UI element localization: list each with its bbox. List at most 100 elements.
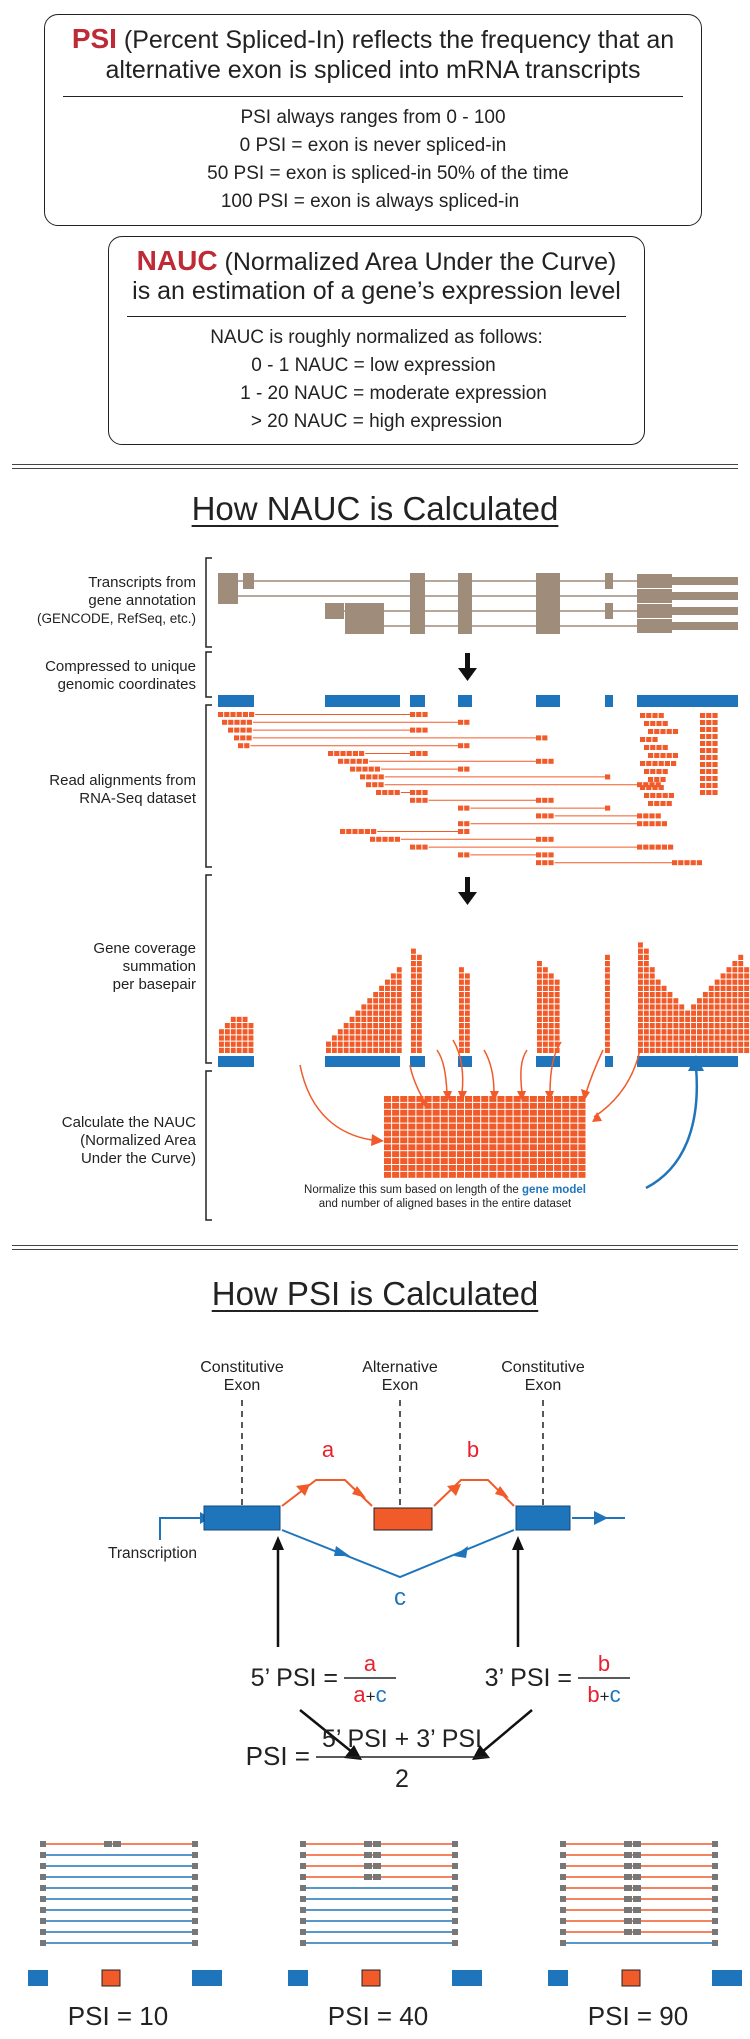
sum-grid-block: [570, 1123, 578, 1130]
coverage-block: [643, 948, 649, 954]
three-psi-numer: b: [598, 1651, 610, 1676]
coverage-block: [542, 985, 548, 991]
coverage-block: [343, 1029, 349, 1035]
read-end-block: [712, 1841, 718, 1847]
coverage-block: [685, 1035, 691, 1041]
read-block: [548, 797, 554, 803]
coverage-block: [697, 1010, 702, 1016]
sum-grid-block: [497, 1109, 505, 1116]
psi-definition-box: PSI (Percent Spliced-In) reflects the fr…: [44, 14, 702, 226]
coverage-block: [548, 979, 554, 985]
coverage-block: [416, 998, 422, 1004]
psi-example-label: PSI = 40: [328, 2001, 428, 2031]
coverage-block: [242, 1035, 248, 1041]
read-block: [358, 829, 364, 834]
flow-arrow-1: [299, 1064, 373, 1141]
sum-grid-block: [537, 1123, 545, 1130]
coverage-block: [219, 1029, 224, 1035]
read-end-block: [40, 1874, 46, 1880]
read-block: [376, 790, 382, 795]
coverage-block: [355, 1023, 361, 1029]
sum-grid-block: [416, 1144, 424, 1151]
coverage-block: [744, 973, 750, 979]
read-block: [238, 743, 244, 749]
coverage-block: [396, 1047, 402, 1053]
coverage-block: [691, 1029, 696, 1035]
coverage-block: [367, 1035, 373, 1041]
read-block: [458, 766, 464, 772]
sum-grid-block: [432, 1130, 440, 1137]
sum-grid-block: [440, 1171, 448, 1178]
read-block: [464, 766, 470, 772]
coverage-block: [537, 1016, 542, 1022]
sum-grid-block: [497, 1151, 505, 1158]
coverage-block: [708, 1029, 714, 1035]
read-block: [672, 729, 678, 734]
flow-arrow-4: [452, 1039, 464, 1094]
coverage-block: [349, 1029, 355, 1035]
coverage-block: [459, 1016, 464, 1022]
sum-grid-block: [400, 1109, 408, 1116]
coverage-block: [605, 1010, 610, 1016]
sum-grid-block: [562, 1144, 570, 1151]
read-block: [416, 712, 422, 717]
sum-grid-block: [546, 1123, 554, 1130]
sum-grid-block: [440, 1158, 448, 1164]
coverage-block: [542, 992, 548, 998]
read-block: [712, 769, 718, 774]
coverage-block: [367, 1004, 373, 1010]
coverage-block: [738, 1010, 744, 1016]
gene-model-exon: [218, 695, 254, 707]
read-block: [649, 782, 655, 788]
sum-grid-block: [384, 1102, 392, 1109]
coverage-block: [385, 1010, 390, 1016]
coverage-block: [738, 979, 744, 985]
read-mid-block: [633, 1907, 641, 1913]
sum-grid-block: [384, 1096, 392, 1102]
sum-grid-block: [448, 1109, 456, 1116]
normalize-text-1: Normalize this sum based on length of th…: [304, 1184, 586, 1196]
coverage-block: [542, 967, 548, 973]
coverage-block: [361, 1029, 367, 1035]
coverage-block: [643, 992, 649, 998]
read-block: [464, 805, 470, 811]
coverage-block: [643, 967, 649, 973]
transcript-exon: [605, 573, 613, 589]
read-block: [536, 860, 542, 866]
read-block: [352, 829, 358, 834]
sum-grid-block: [456, 1151, 464, 1158]
coverage-block: [230, 1023, 236, 1029]
coverage-block: [738, 961, 744, 967]
coverage-block: [385, 1041, 390, 1047]
sum-grid-block: [505, 1144, 513, 1151]
read-mid-block: [633, 1874, 641, 1880]
coverage-block: [361, 1004, 367, 1010]
coverage-block: [673, 1029, 679, 1035]
coverage-block: [738, 992, 744, 998]
coverage-block: [643, 1004, 649, 1010]
sum-grid-block: [424, 1171, 432, 1178]
read-block: [637, 821, 643, 827]
read-block: [340, 751, 346, 756]
sum-grid-block: [521, 1102, 529, 1109]
coverage-block: [396, 1035, 402, 1041]
coverage-block: [643, 1010, 649, 1016]
gene-model-exon: [325, 695, 400, 707]
read-block: [542, 735, 548, 741]
read-mid-block: [624, 1907, 632, 1913]
read-block: [410, 712, 416, 717]
read-block: [536, 758, 542, 764]
sum-grid-block: [537, 1165, 545, 1171]
read-end-block: [452, 1940, 458, 1946]
read-block: [350, 766, 356, 772]
coverage-block: [542, 1010, 548, 1016]
coverage-block: [248, 1047, 254, 1053]
read-alignments: [218, 712, 718, 866]
exon-const-right: [515, 1505, 571, 1531]
read-mid-block: [624, 1841, 632, 1847]
psi-numer: 5’ PSI + 3’ PSI: [322, 1725, 482, 1753]
coverage-block: [679, 1029, 685, 1035]
sum-grid-block: [505, 1137, 513, 1144]
coverage-block: [638, 973, 643, 979]
sum-grid-block: [465, 1158, 473, 1164]
